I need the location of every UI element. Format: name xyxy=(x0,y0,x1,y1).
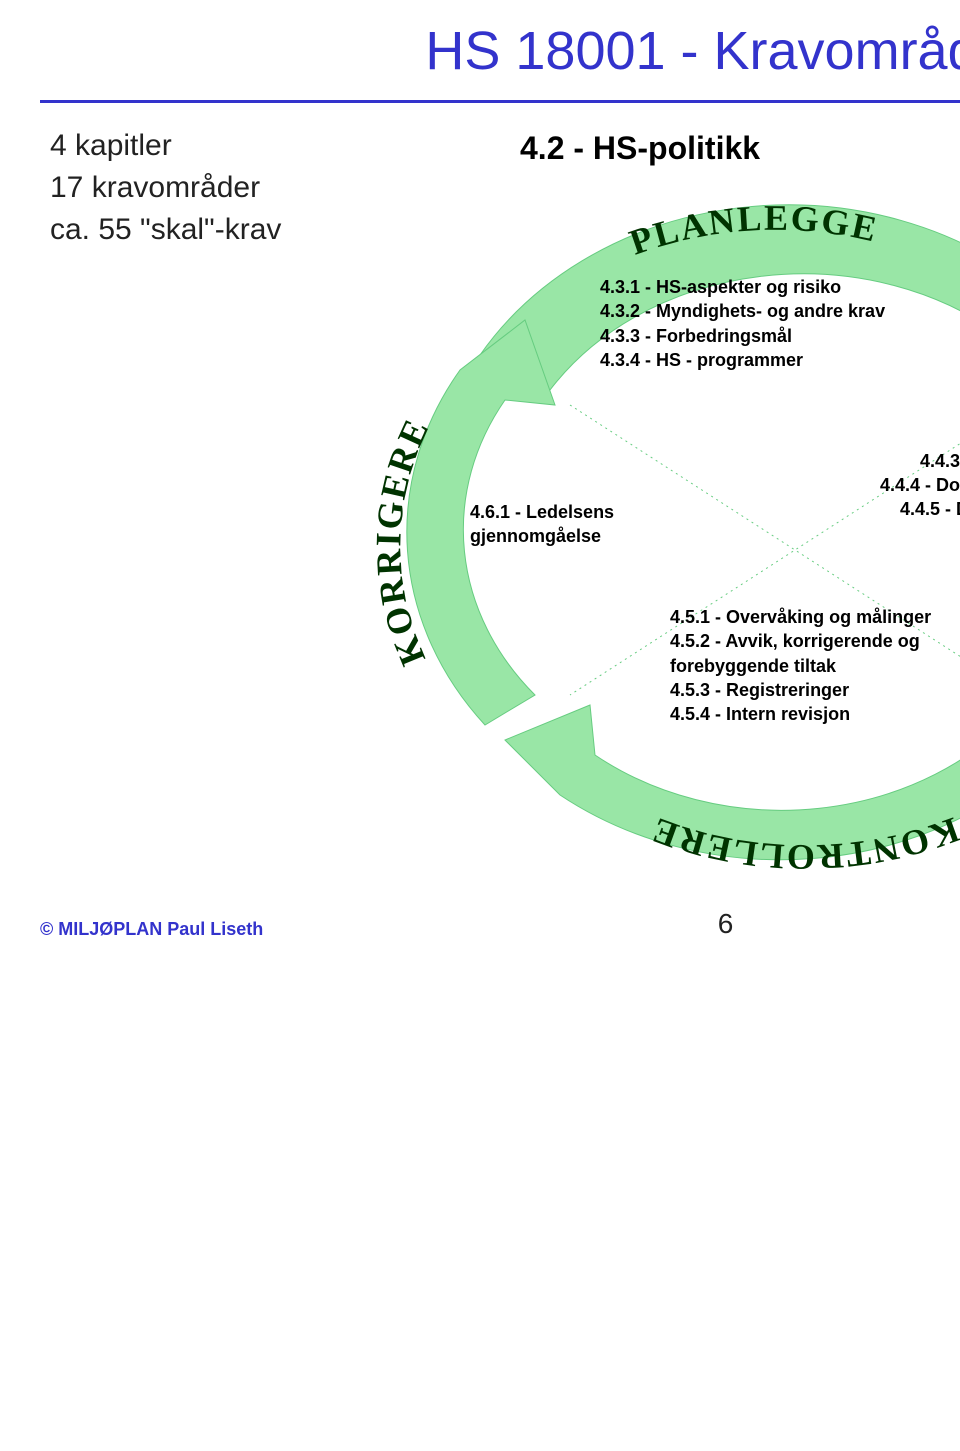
check-items: 4.5.1 - Overvåking og målinger 4.5.2 - A… xyxy=(670,605,931,726)
title-rule xyxy=(40,100,960,103)
summary-line: 17 kravområder xyxy=(50,167,281,209)
list-item: 4.5.4 - Intern revisjon xyxy=(670,702,931,726)
page-title: HS 18001 - Kravområder xyxy=(0,20,960,82)
list-item: 4.4.5 - Dokument og datakontroll xyxy=(880,497,960,521)
summary-block: 4 kapitler 17 kravområder ca. 55 "skal"-… xyxy=(50,125,281,251)
act-items: 4.6.1 - Ledelsens gjennomgåelse xyxy=(470,500,614,549)
summary-line: 4 kapitler xyxy=(50,125,281,167)
list-item: 4.4.1 - Organisering xyxy=(880,400,960,424)
list-item: 4.5.2 - Avvik, korrigerende og xyxy=(670,629,931,653)
list-item: 4.4.4 - Dokumentasjon xyxy=(880,473,960,497)
plan-items: 4.3.1 - HS-aspekter og risiko 4.3.2 - My… xyxy=(600,275,885,372)
list-item: 4.6.1 - Ledelsens xyxy=(470,500,614,524)
summary-line: ca. 55 "skal"-krav xyxy=(50,209,281,251)
list-item: gjennomgåelse xyxy=(470,524,614,548)
list-item: 4.3.3 - Forbedringsmål xyxy=(600,324,885,348)
list-item: 4.3.4 - HS - programmer xyxy=(600,348,885,372)
list-item: 4.4.2 - Opplæring xyxy=(880,424,960,448)
list-item: forebyggende tiltak xyxy=(670,654,931,678)
do-items: 4.4.1 - Organisering 4.4.2 - Opplæring 4… xyxy=(880,400,960,570)
list-item: 4.5.3 - Registreringer xyxy=(670,678,931,702)
list-item: 4.3.2 - Myndighets- og andre krav xyxy=(600,299,885,323)
list-item: 4.4.3 - Kommunikasjon xyxy=(880,449,960,473)
list-item: 4.4.6 - Driftskontroll xyxy=(880,521,960,545)
list-item: 4.5.1 - Overvåking og målinger xyxy=(670,605,931,629)
list-item: 4.3.1 - HS-aspekter og risiko xyxy=(600,275,885,299)
list-item: 4.4.7 - Beredskap xyxy=(880,546,960,570)
page-number: 6 xyxy=(0,908,960,940)
